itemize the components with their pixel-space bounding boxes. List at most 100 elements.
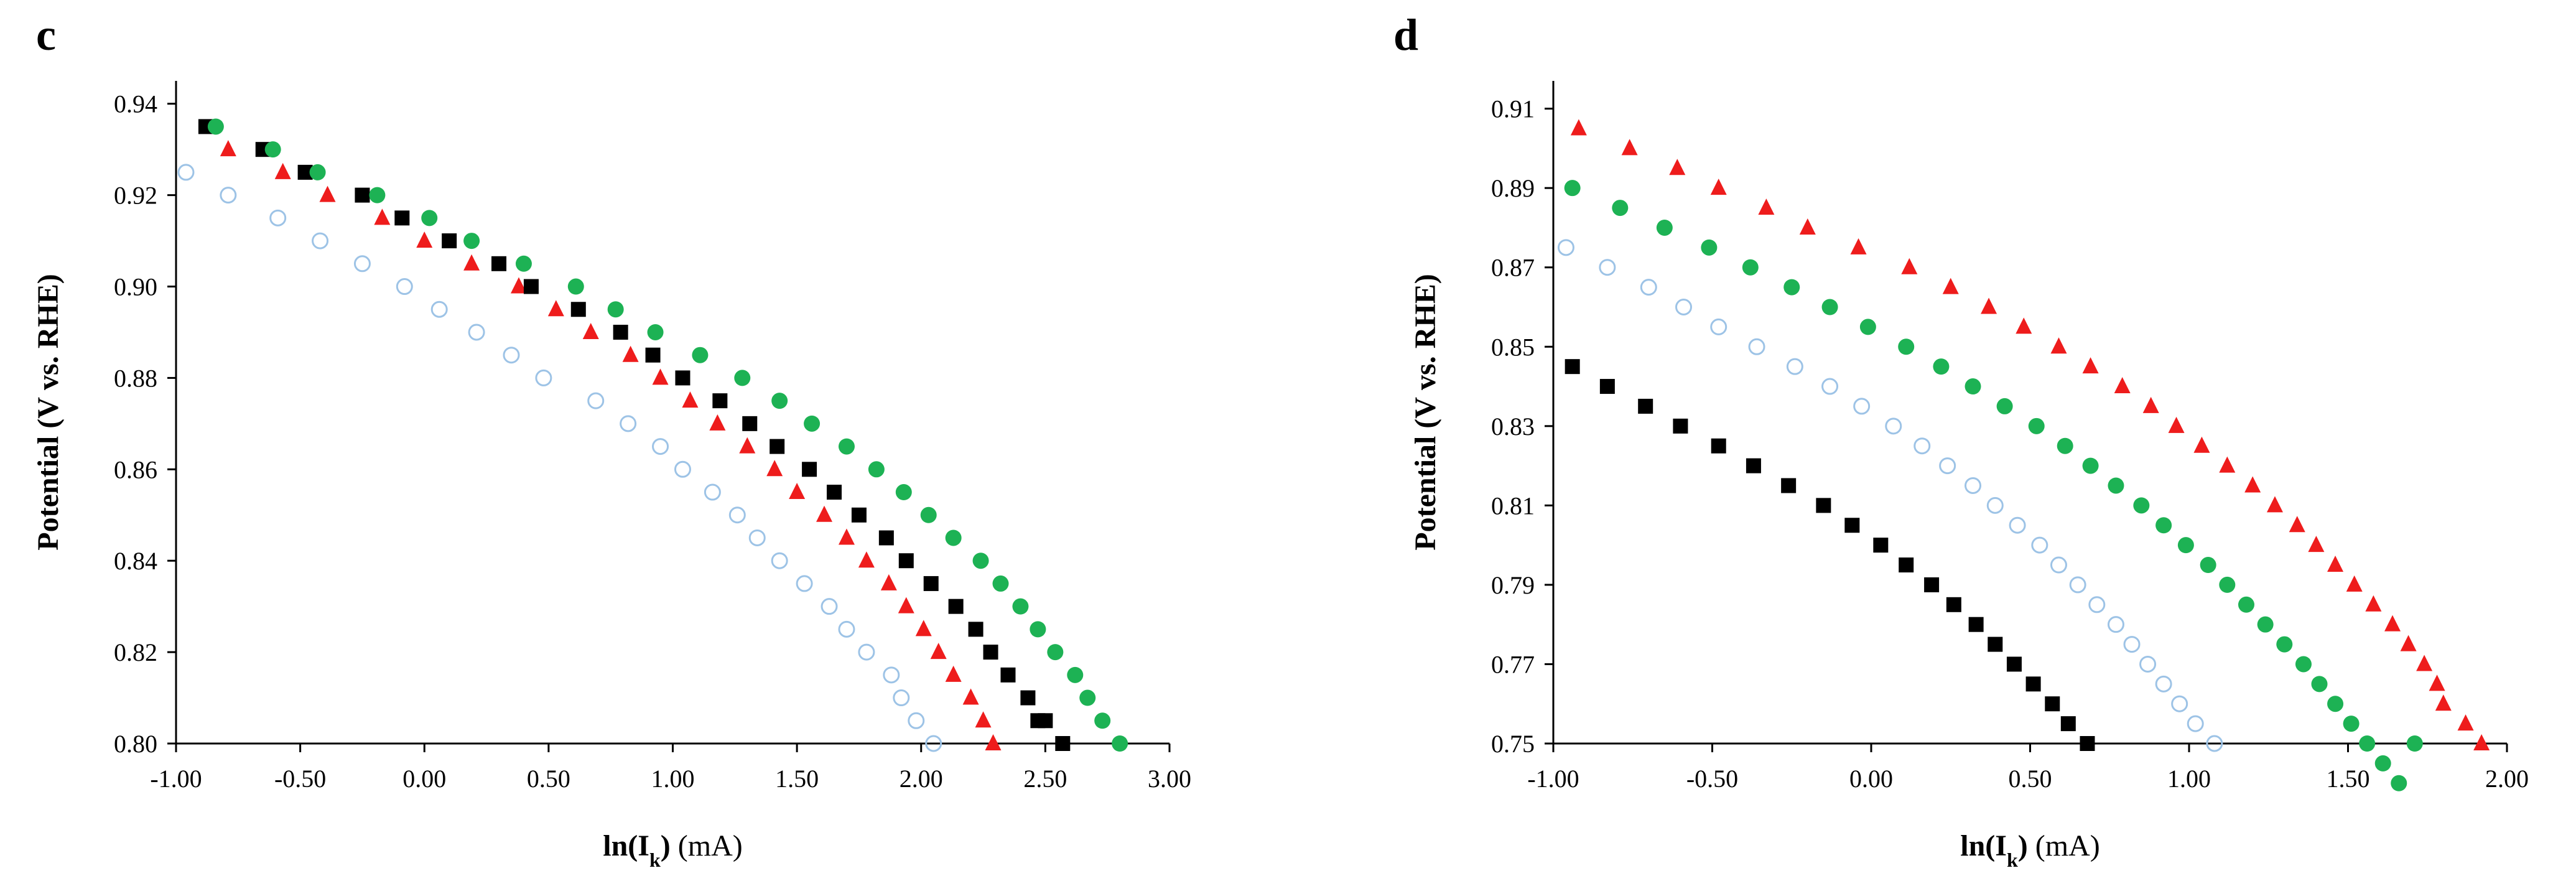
data-point-green-circle [972,553,989,569]
data-point-green-circle [1079,689,1096,706]
data-point-black-square [983,645,998,660]
panel-d-x-axis-title: ln(Ik) (mA) [1960,829,2099,871]
data-point-red-triangle [838,528,855,545]
data-point-green-circle [868,461,885,478]
data-point-green-circle [920,506,937,523]
data-point-black-square [1000,667,1016,683]
data-point-green-circle [2276,636,2293,653]
data-point-green-circle [1933,358,1950,375]
data-point-open-circle [220,187,237,204]
y-tick-label: 0.77 [1491,650,1535,678]
data-point-black-square [827,485,842,500]
data-point-red-triangle [2327,556,2344,572]
panel-c-marks [177,118,1128,752]
data-point-black-square [1711,438,1726,454]
data-point-green-circle [1859,319,1876,335]
panel-c-letter: c [36,10,56,60]
data-point-green-circle [2343,716,2360,732]
y-tick-label: 0.79 [1491,571,1535,599]
data-point-black-square [1673,418,1688,434]
y-tick-label: 0.87 [1491,254,1535,282]
x-tick-label: 0.00 [1849,765,1893,793]
data-point-red-triangle [1901,258,1918,274]
data-point-green-circle [1612,200,1629,217]
y-tick-label: 0.92 [114,182,157,210]
data-point-open-circle [2123,636,2141,653]
data-point-green-circle [264,141,281,158]
data-point-green-circle [692,347,709,363]
panel-c-xlabel-close: ) [661,829,671,862]
data-point-red-triangle [2365,595,2382,612]
panel-d: d -1.00 -0.50 0.00 0.50 1.00 1.50 2.00 0.75 0.77… [1393,10,2529,871]
data-point-black-square [675,370,690,386]
data-point-red-triangle [858,551,875,568]
data-point-green-circle [1821,299,1838,315]
series-green-circle [207,118,1128,752]
data-point-black-square [1816,498,1831,513]
data-point-red-triangle [2114,377,2131,394]
data-point-green-circle [2108,477,2124,494]
data-point-green-circle [2177,537,2194,554]
data-point-red-triangle [2400,635,2417,651]
data-point-open-circle [1885,417,1902,435]
data-point-green-circle [895,484,912,501]
data-point-open-circle [2155,675,2172,692]
data-point-red-triangle [2346,575,2363,592]
data-point-green-circle [515,255,532,272]
data-point-green-circle [2374,755,2391,772]
data-point-red-triangle [274,162,291,179]
data-point-open-circle [925,735,942,752]
data-point-open-circle [883,666,900,684]
data-point-black-square [878,530,894,546]
data-point-green-circle [2238,596,2254,613]
data-point-green-circle [309,164,326,180]
data-point-black-square [1946,597,1961,612]
panel-c-y-axis-title: Potential (V vs. RHE) [32,274,65,550]
data-point-black-square [2006,656,2022,672]
data-point-open-circle [728,506,746,524]
data-point-black-square [1988,637,2003,652]
panel-d-xlabel-sub: k [2007,849,2018,871]
panel-d-ticks: -1.00 -0.50 0.00 0.50 1.00 1.50 2.00 0.75 0.77 0.… [1491,95,2529,793]
x-tick-label: 0.50 [527,765,570,793]
y-tick-label: 0.94 [114,90,157,118]
data-point-red-triangle [880,574,897,590]
data-point-green-circle [2311,676,2328,692]
panel-d-xlabel-main: ln(I [1960,829,2007,862]
data-point-red-triangle [2193,436,2210,453]
data-point-red-triangle [2429,674,2445,691]
data-point-green-circle [1112,735,1128,752]
data-point-black-square [570,302,586,317]
data-point-red-triangle [2244,476,2261,493]
data-point-red-triangle [2142,396,2159,413]
data-point-open-circle [2069,576,2086,594]
data-point-green-circle [2155,517,2172,534]
data-point-black-square [394,210,410,226]
data-point-red-triangle [2082,357,2099,374]
data-point-red-triangle [898,597,914,613]
y-tick-label: 0.89 [1491,174,1535,202]
data-point-open-circle [177,164,195,181]
data-point-black-square [2025,676,2041,692]
data-point-green-circle [647,324,664,340]
data-point-open-circle [1965,477,1982,494]
data-point-red-triangle [374,208,391,225]
data-point-green-circle [369,187,386,203]
data-point-open-circle [1675,299,1693,316]
x-tick-label: 0.00 [402,765,446,793]
data-point-red-triangle [2289,516,2305,533]
data-point-open-circle [2206,735,2223,752]
data-point-red-triangle [985,734,1002,750]
series-green-circle [1564,180,2423,791]
data-point-black-square [645,347,661,363]
data-point-red-triangle [709,414,726,431]
data-point-black-square [898,553,914,569]
x-tick-label: -0.50 [1686,765,1738,793]
data-point-black-square [523,279,539,294]
data-point-black-square [968,622,983,637]
data-point-open-circle [353,255,371,273]
data-point-red-triangle [766,460,783,477]
data-point-black-square [1599,379,1615,394]
data-point-red-triangle [1570,119,1587,136]
y-tick-label: 0.80 [114,730,157,758]
